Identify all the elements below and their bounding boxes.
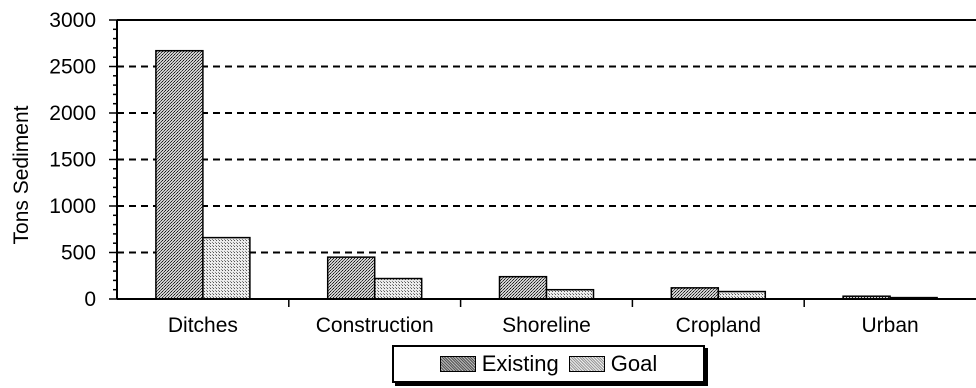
legend-item-goal: Goal: [568, 351, 658, 377]
x-tick-label: Shoreline: [502, 314, 591, 337]
y-tick-label: 2000: [49, 102, 96, 125]
bar-existing-construction: [326, 256, 376, 300]
axis-labels: Ditches Construction Shoreline Cropland Urba…: [49, 9, 918, 337]
legend-swatch-goal: [568, 356, 605, 372]
bar-goal-ditches: [202, 236, 251, 300]
bar-goal-construction: [373, 277, 423, 300]
y-tick-label: 1500: [49, 149, 96, 172]
bar-existing-shoreline: [498, 275, 548, 300]
x-tick-label: Cropland: [676, 314, 761, 337]
y-tick-label: 500: [61, 242, 96, 265]
bar-goal-shoreline: [545, 288, 595, 300]
bar-existing-ditches: [155, 49, 204, 300]
x-tick-label: Urban: [861, 314, 918, 337]
x-tick-label: Ditches: [168, 314, 238, 337]
y-tick-label: 3000: [49, 9, 96, 32]
legend-label-goal: Goal: [610, 351, 658, 376]
x-tick-label: Construction: [316, 314, 434, 337]
legend-item-existing: Existing: [439, 351, 559, 377]
bar-goal-cropland: [717, 290, 767, 300]
axes: [109, 19, 976, 307]
y-tick-label: 2500: [49, 56, 96, 79]
y-tick-label: 1000: [49, 195, 96, 218]
gridlines: [117, 19, 976, 254]
legend: Existing Goal: [392, 345, 705, 383]
bar-existing-cropland: [670, 287, 720, 300]
legend-swatch-existing: [439, 356, 476, 372]
y-axis-title: Tons Sediment: [10, 105, 33, 244]
bars: [155, 49, 938, 300]
y-tick-label: 0: [84, 288, 96, 311]
legend-label-existing: Existing: [481, 351, 559, 376]
